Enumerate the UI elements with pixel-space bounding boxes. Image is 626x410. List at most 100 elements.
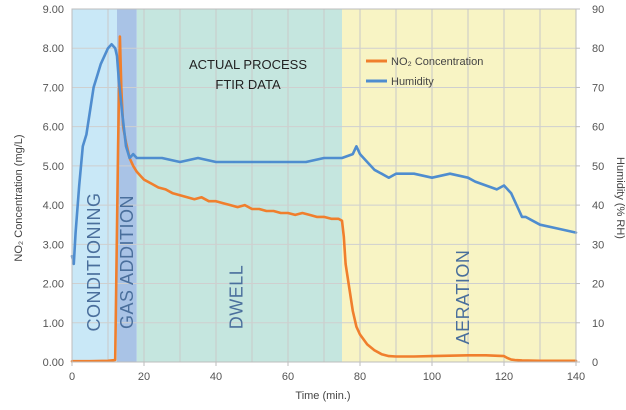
- data-point-no2: [186, 196, 188, 198]
- data-point-humidity: [517, 208, 520, 210]
- data-point-humidity: [557, 228, 559, 230]
- y-right-tick-label: 60: [592, 122, 604, 134]
- data-point-humidity: [507, 188, 509, 191]
- data-point-no2: [132, 165, 134, 167]
- data-point-humidity: [373, 169, 375, 171]
- y-right-tick-label: 10: [592, 318, 604, 330]
- data-point-humidity: [121, 114, 123, 116]
- data-point-no2: [510, 359, 512, 361]
- data-point-no2: [114, 359, 116, 361]
- data-point-no2: [265, 210, 267, 212]
- data-point-no2: [222, 202, 224, 204]
- data-point-no2: [413, 355, 415, 358]
- data-point-humidity: [341, 157, 343, 159]
- data-point-humidity: [73, 263, 75, 265]
- data-point-humidity: [532, 220, 534, 222]
- x-tick-label: 0: [69, 371, 75, 383]
- data-point-humidity: [413, 173, 415, 175]
- data-point-no2: [341, 220, 343, 222]
- data-point-humidity: [89, 110, 91, 112]
- data-point-no2: [136, 171, 138, 173]
- data-point-humidity: [323, 157, 325, 159]
- data-point-humidity: [82, 145, 84, 147]
- data-point-no2: [366, 343, 368, 345]
- data-point-humidity: [305, 161, 307, 163]
- gridlines: [72, 8, 576, 362]
- x-tick-label: 80: [354, 371, 366, 383]
- data-point-humidity: [100, 63, 102, 65]
- y-right-tick-label: 90: [592, 4, 604, 16]
- data-point-no2: [237, 206, 239, 208]
- data-point-no2: [287, 212, 289, 214]
- data-point-humidity: [381, 173, 383, 175]
- data-point-no2: [208, 200, 210, 202]
- data-point-no2: [251, 208, 253, 210]
- data-point-humidity: [78, 184, 80, 187]
- data-point-humidity: [539, 224, 541, 226]
- data-point-humidity: [107, 47, 109, 49]
- data-point-no2: [557, 360, 559, 362]
- data-point-humidity: [525, 216, 527, 218]
- data-point-humidity: [287, 161, 289, 163]
- y-right-tick-label: 50: [592, 161, 604, 173]
- data-point-no2: [521, 359, 523, 362]
- data-point-no2: [179, 194, 181, 196]
- data-point-no2: [355, 326, 357, 328]
- data-point-no2: [395, 355, 397, 358]
- data-point-humidity: [514, 200, 516, 202]
- data-point-no2: [294, 214, 296, 216]
- data-point-no2: [280, 212, 282, 214]
- data-point-humidity: [143, 157, 145, 159]
- y-left-tick-label: 5.00: [43, 161, 64, 173]
- data-point-humidity: [352, 153, 354, 155]
- data-point-humidity: [118, 79, 120, 81]
- data-point-humidity: [129, 157, 131, 159]
- data-point-humidity: [355, 145, 357, 147]
- data-point-humidity: [474, 180, 476, 183]
- data-point-humidity: [251, 161, 253, 163]
- y-right-tick-label: 20: [592, 279, 604, 291]
- data-point-no2: [485, 354, 487, 356]
- data-point-humidity: [359, 153, 361, 155]
- annotation-line-2: FTIR DATA: [215, 77, 281, 92]
- y-left-tick-label: 2.00: [43, 279, 64, 291]
- data-point-humidity: [521, 216, 523, 218]
- data-point-no2: [201, 196, 203, 198]
- data-point-humidity: [215, 161, 217, 163]
- data-point-no2: [467, 354, 469, 356]
- data-point-no2: [309, 214, 311, 216]
- data-point-no2: [165, 188, 167, 191]
- data-point-humidity: [111, 43, 113, 45]
- data-point-no2: [119, 35, 121, 38]
- data-point-no2: [150, 182, 152, 185]
- data-point-no2: [172, 192, 174, 194]
- data-point-no2: [539, 360, 541, 362]
- data-point-no2: [323, 216, 325, 218]
- phase-labels: CONDITIONING GAS ADDITION DWELL AERATION: [84, 193, 473, 345]
- data-point-no2: [348, 286, 350, 289]
- data-point-humidity: [395, 173, 397, 175]
- data-point-no2: [514, 359, 516, 361]
- legend: NO₂ Concentration Humidity: [366, 56, 483, 88]
- y-right-tick-label: 0: [592, 357, 598, 369]
- y-right-tick-label: 80: [592, 43, 604, 55]
- y-left-tick-label: 3.00: [43, 239, 64, 251]
- phase-label-conditioning: CONDITIONING: [84, 193, 104, 332]
- y-left-tick-label: 1.00: [43, 318, 64, 330]
- legend-label-no2: NO₂ Concentration: [391, 56, 483, 68]
- x-tick-label: 120: [495, 371, 513, 383]
- data-point-humidity: [366, 161, 368, 163]
- phase-backgrounds: [72, 9, 576, 362]
- data-point-no2: [343, 235, 345, 238]
- data-point-humidity: [114, 47, 116, 49]
- data-point-no2: [507, 357, 509, 359]
- data-point-no2: [120, 86, 122, 89]
- y-right-tick-label: 30: [592, 239, 604, 251]
- y-left-tick-label: 6.00: [43, 122, 64, 134]
- data-point-no2: [193, 198, 195, 200]
- data-point-humidity: [103, 55, 105, 57]
- y-left-tick-label: 9.00: [43, 4, 64, 16]
- y-left-tick-label: 8.00: [43, 43, 64, 55]
